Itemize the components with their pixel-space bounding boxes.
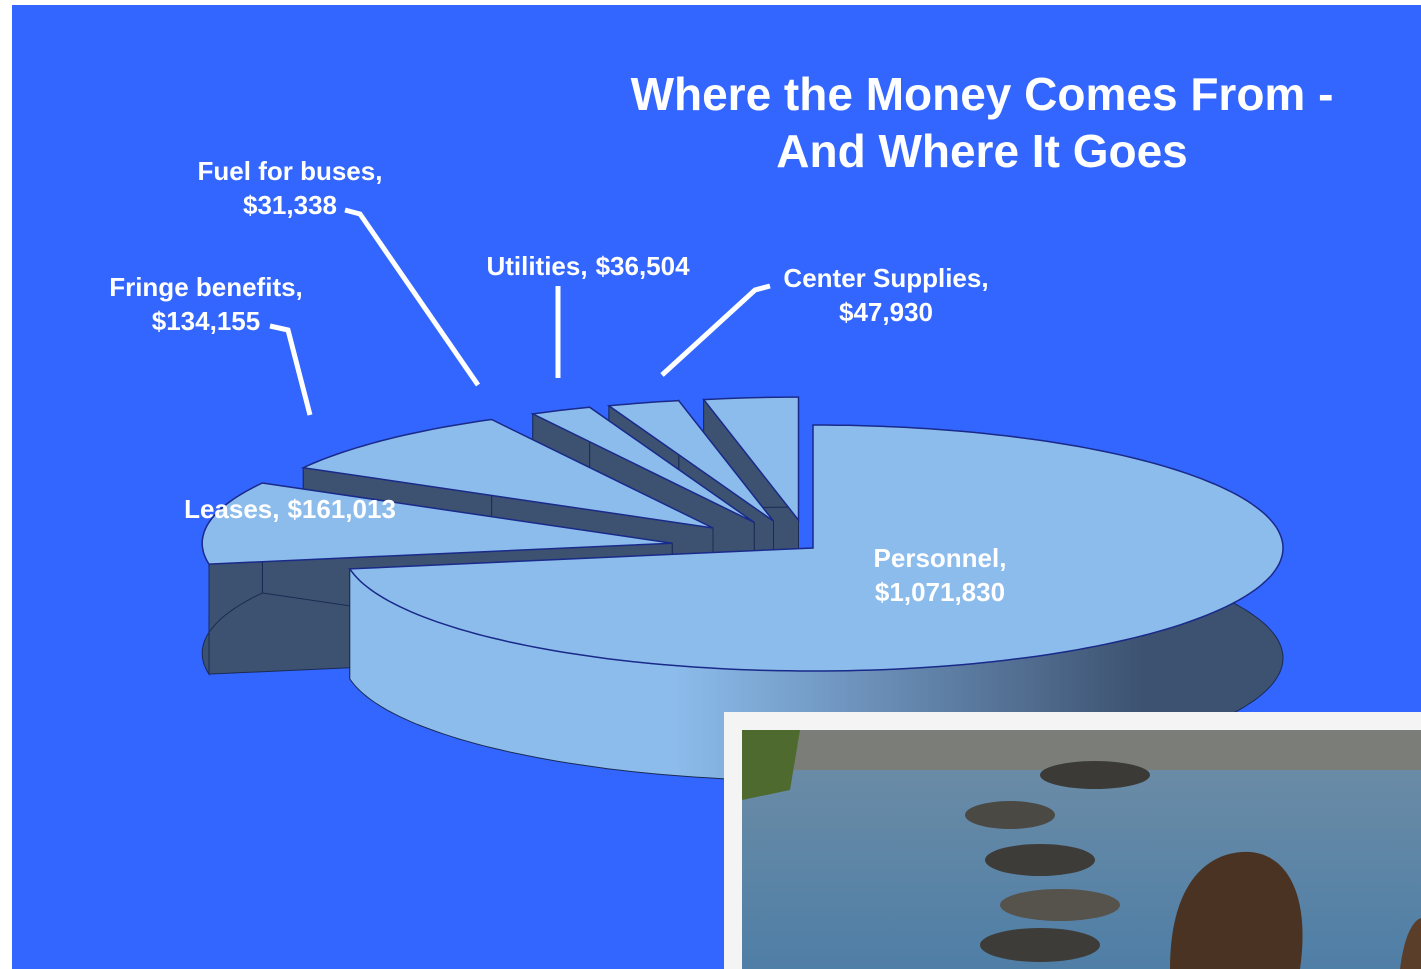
chart-title: And Where It Goes [776,125,1187,177]
leader-line [344,207,481,387]
data-label: Utilities, $36,504 [486,251,690,281]
category-label: Fuel for buses, [198,156,383,186]
chart-title: Where the Money Comes From - [631,68,1334,120]
leader-line [660,283,771,377]
category-label: Center Supplies, [783,263,988,293]
category-label: Leases, [184,494,279,524]
data-label: Leases, $161,013 [184,494,396,524]
data-label: Fuel for buses, $31,338 [198,156,383,220]
data-label: Fringe benefits, $134,155 [109,272,303,336]
labels: Personnel, $1,071,830 Leases, $161,013 Fring… [109,156,1006,607]
category-label: Personnel, [874,543,1007,573]
data-label: Center Supplies, $47,930 [783,263,988,327]
slice [530,406,755,524]
value-label: $31,338 [243,190,337,220]
value-label: $36,504 [596,251,691,281]
slice [201,482,673,565]
slice [300,418,714,529]
value-label: $134,155 [152,306,260,336]
slice [348,424,1284,672]
pie [201,396,1284,782]
value-label: $1,071,830 [875,577,1005,607]
category-label: Utilities, [486,251,587,281]
category-label: Fringe benefits, [109,272,303,302]
value-label: $47,930 [839,297,933,327]
value-label: $161,013 [287,494,395,524]
slice [606,399,775,522]
data-label: Personnel, $1,071,830 [874,543,1007,607]
leader-line [269,323,313,416]
slice [702,396,800,523]
photo [724,712,1421,969]
